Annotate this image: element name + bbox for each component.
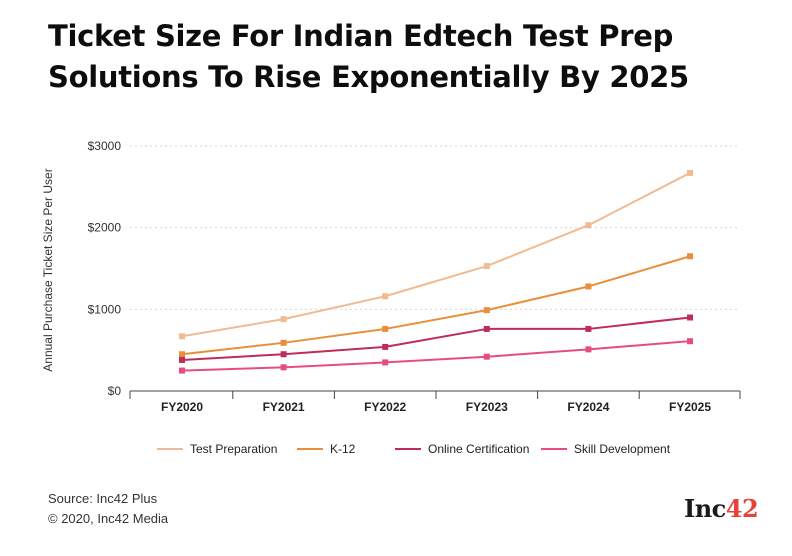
x-tick-label: FY2020 <box>161 400 203 414</box>
grid-lines <box>130 145 740 310</box>
logo-text-accent: 42 <box>725 494 759 523</box>
data-point <box>179 367 185 374</box>
data-point <box>687 338 693 345</box>
data-point <box>585 346 592 353</box>
legend-item: Test Preparation <box>157 442 277 456</box>
series-line <box>181 172 691 338</box>
y-tick-label: $1000 <box>88 302 122 316</box>
series-line <box>181 316 691 361</box>
inc42-logo: Inc42 <box>684 494 759 523</box>
legend-label: K-12 <box>330 442 356 456</box>
data-point <box>687 314 693 321</box>
series-test-preparation <box>179 169 693 340</box>
series-skill-development <box>179 338 693 374</box>
data-point <box>280 316 287 323</box>
logo-text-main: Inc <box>684 494 726 523</box>
legend-item: Online Certification <box>395 442 529 456</box>
data-point <box>179 356 185 363</box>
y-tick-labels: $0 $1000 $2000 $3000 <box>88 139 122 398</box>
y-tick-label: $0 <box>108 384 122 398</box>
data-point <box>585 283 592 290</box>
data-point <box>280 339 287 346</box>
x-tick-label: FY2022 <box>364 400 406 414</box>
chart-legend: Test Preparation K-12 Online Certification… <box>157 442 671 456</box>
source-note: Source: Inc42 Plus <box>48 491 158 506</box>
legend-label: Online Certification <box>428 442 529 456</box>
data-point <box>382 343 389 350</box>
chart-title-line-1: Ticket Size For Indian Edtech Test Prep <box>48 19 674 53</box>
data-point <box>585 222 592 229</box>
data-point <box>179 351 185 358</box>
x-tick-label: FY2024 <box>567 400 609 414</box>
x-tick-label: FY2025 <box>669 400 711 414</box>
copyright-note: © 2020, Inc42 Media <box>48 511 169 526</box>
series-k-12 <box>179 253 693 358</box>
data-point <box>280 364 287 371</box>
line-chart: $0$1000$2000$3000 FY2020 FY2021 FY2022 FY20… <box>41 139 741 456</box>
data-point <box>483 353 490 360</box>
legend-label: Skill Development <box>574 442 671 456</box>
data-point <box>585 325 592 332</box>
data-point <box>687 253 693 260</box>
data-point <box>483 325 490 332</box>
y-tick-label: $3000 <box>88 139 122 153</box>
series-online-certification <box>179 314 693 363</box>
x-tick-labels: FY2020 FY2021 FY2022 FY2023 FY2024 FY2025 <box>161 400 711 414</box>
legend-item: Skill Development <box>541 442 671 456</box>
footer: Source: Inc42 Plus © 2020, Inc42 Media <box>48 489 168 529</box>
legend-label: Test Preparation <box>190 442 277 456</box>
data-point <box>280 351 287 358</box>
chart-title: Ticket Size For Indian Edtech Test Prep … <box>48 16 768 98</box>
series-lines <box>179 169 693 374</box>
x-tick-label: FY2021 <box>263 400 305 414</box>
y-axis-title: Annual Purchase Ticket Size Per User <box>41 168 55 371</box>
chart-title-line-2: Solutions To Rise Exponentially By 2025 <box>48 60 689 94</box>
x-tick-label: FY2023 <box>466 400 508 414</box>
legend-item: K-12 <box>297 442 356 456</box>
series-line <box>181 255 691 356</box>
data-point <box>382 359 389 366</box>
y-tick-label: $2000 <box>88 221 122 235</box>
data-point <box>179 333 185 340</box>
series-line <box>181 340 691 372</box>
data-point <box>382 325 389 332</box>
data-point <box>483 263 490 270</box>
x-tick-marks <box>129 391 741 399</box>
data-point <box>687 169 693 176</box>
data-point <box>382 293 389 300</box>
data-point <box>483 307 490 314</box>
